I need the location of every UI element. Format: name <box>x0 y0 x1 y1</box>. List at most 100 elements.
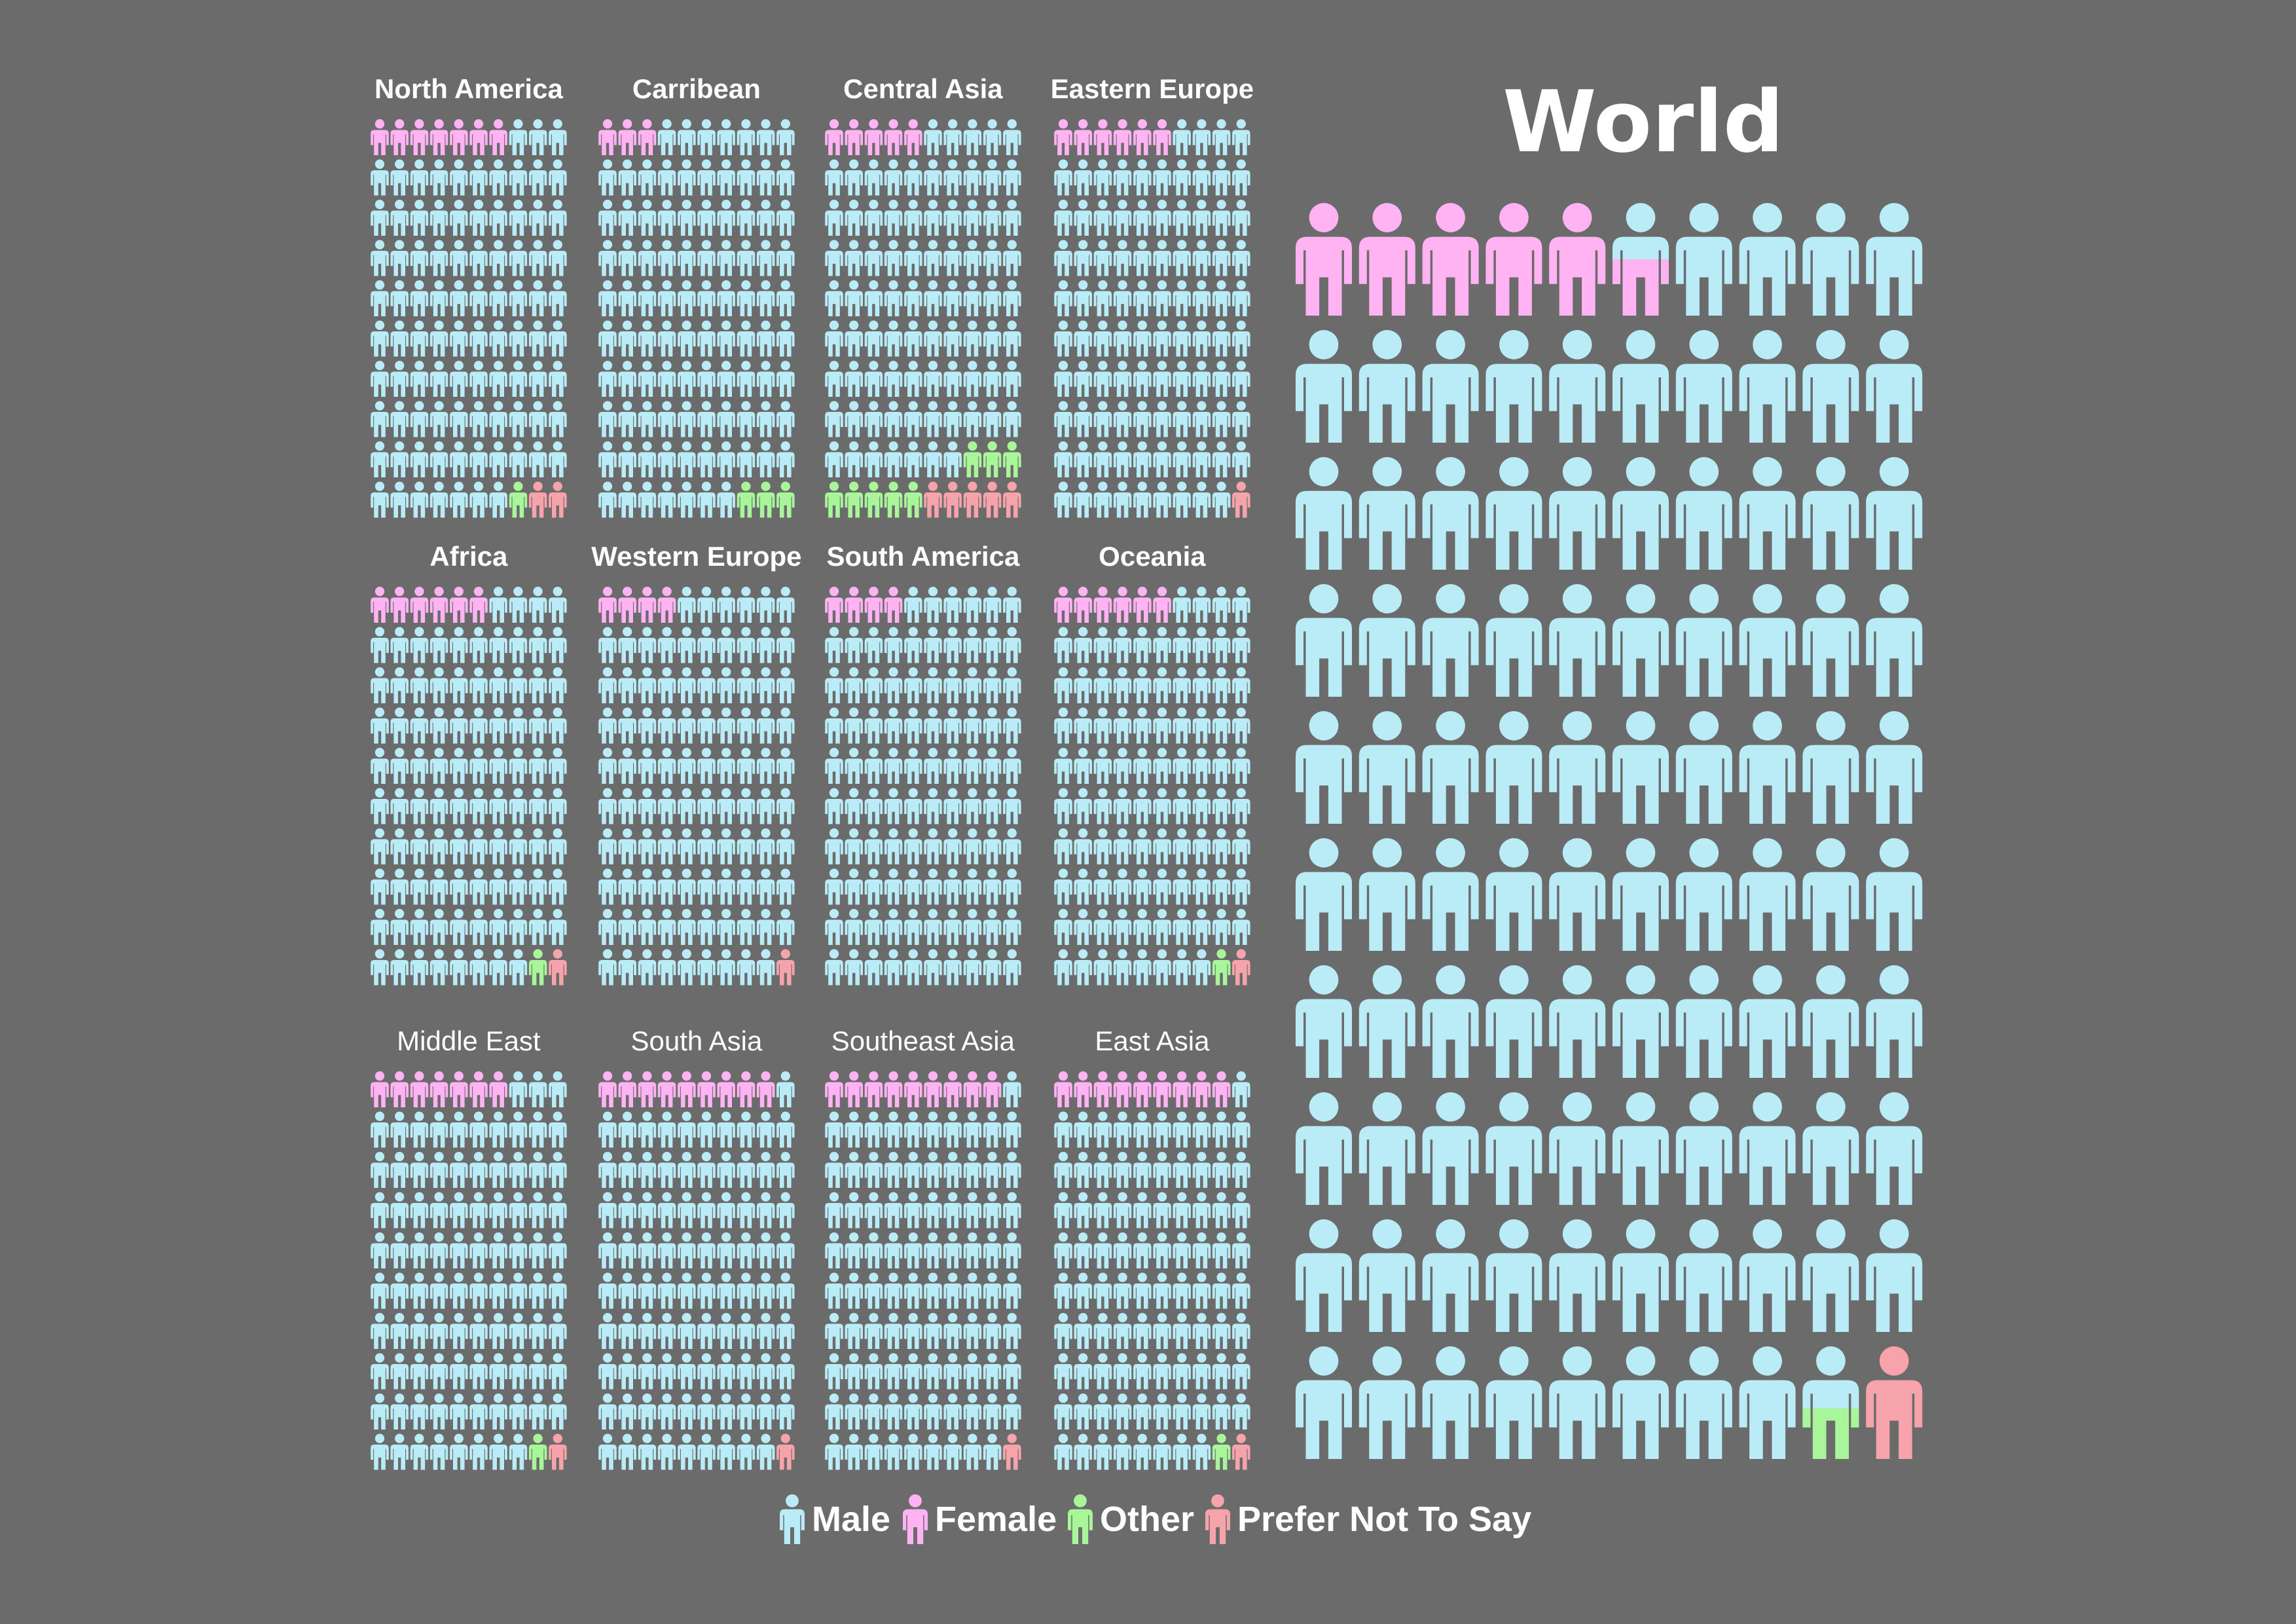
person-icon <box>884 1192 903 1228</box>
person-icon <box>469 1111 488 1148</box>
person-icon <box>717 401 735 437</box>
person-icon <box>845 441 863 477</box>
person-icon <box>371 707 389 744</box>
person-icon <box>469 119 488 155</box>
person-icon <box>1232 1192 1250 1228</box>
person-icon <box>1296 330 1352 443</box>
person-icon <box>717 1071 735 1107</box>
person-icon <box>638 280 657 316</box>
person-icon <box>429 627 448 663</box>
person-icon <box>657 159 676 196</box>
person-icon <box>638 748 657 784</box>
person-icon <box>924 1313 942 1349</box>
person-icon <box>717 240 735 276</box>
person-icon <box>1074 1433 1092 1470</box>
person-icon <box>1192 1152 1211 1188</box>
person-icon <box>737 707 756 744</box>
person-icon <box>825 667 843 703</box>
person-icon <box>1358 584 1415 697</box>
person-icon <box>1192 1433 1211 1470</box>
person-icon <box>1133 627 1152 663</box>
person-icon <box>924 1272 942 1309</box>
person-icon <box>549 1111 567 1148</box>
person-icon <box>638 240 657 276</box>
person-icon <box>410 1433 429 1470</box>
person-icon <box>1212 200 1231 236</box>
person-icon <box>1173 159 1191 196</box>
person-icon <box>1113 587 1132 623</box>
person-icon <box>1003 481 1021 518</box>
person-icon <box>657 240 676 276</box>
person-icon <box>1173 909 1191 945</box>
person-icon <box>469 909 488 945</box>
person-icon <box>1054 1393 1072 1430</box>
person-icon <box>737 1313 756 1349</box>
person-icon <box>469 707 488 744</box>
person-icon <box>737 627 756 663</box>
person-icon <box>1739 1092 1796 1205</box>
person-icon <box>549 748 567 784</box>
person-icon <box>1232 1071 1250 1107</box>
person-icon <box>598 748 617 784</box>
person-icon <box>884 280 903 316</box>
person-icon <box>1113 1071 1132 1107</box>
person-icon <box>825 1313 843 1349</box>
person-icon <box>1153 828 1171 864</box>
person-icon <box>1739 965 1796 1078</box>
person-icon <box>1054 401 1072 437</box>
person-icon <box>1113 240 1132 276</box>
person-icon <box>618 401 636 437</box>
person-icon <box>1074 1232 1092 1268</box>
person-icon <box>1054 280 1072 316</box>
person-icon <box>509 1353 528 1390</box>
person-icon <box>737 240 756 276</box>
person-icon <box>549 240 567 276</box>
person-icon <box>1212 401 1231 437</box>
person-icon <box>598 1152 617 1188</box>
person-icon <box>983 1111 1002 1148</box>
person-icon <box>410 240 429 276</box>
person-icon <box>904 1071 922 1107</box>
person-icon <box>678 828 696 864</box>
person-icon <box>1054 481 1072 518</box>
person-icon <box>429 320 448 357</box>
person-icon <box>598 1192 617 1228</box>
person-icon <box>776 1393 795 1430</box>
person-icon <box>1358 1219 1415 1332</box>
person-icon <box>549 1272 567 1309</box>
person-icon <box>825 909 843 945</box>
person-icon <box>1613 457 1669 570</box>
person-icon <box>717 587 735 623</box>
person-icon <box>509 587 528 623</box>
person-icon <box>756 667 775 703</box>
person-icon <box>618 1353 636 1390</box>
person-icon <box>904 868 922 905</box>
person-icon <box>904 1433 922 1470</box>
person-icon <box>697 627 716 663</box>
person-icon <box>1212 587 1231 623</box>
person-icon <box>884 1393 903 1430</box>
person-icon <box>549 868 567 905</box>
person-icon <box>1003 361 1021 397</box>
person-icon <box>1866 965 1923 1078</box>
person-icon <box>1054 587 1072 623</box>
person-icon <box>884 119 903 155</box>
person-icon <box>1212 159 1231 196</box>
person-icon <box>678 320 696 357</box>
person-icon <box>1003 1433 1021 1470</box>
person-icon <box>697 159 716 196</box>
person-icon <box>390 240 409 276</box>
person-icon <box>1549 1092 1606 1205</box>
person-icon <box>845 909 863 945</box>
person-icon <box>776 1152 795 1188</box>
person-icon <box>638 949 657 986</box>
person-icon <box>638 707 657 744</box>
legend-item: Male <box>779 1493 890 1545</box>
person-icon <box>825 868 843 905</box>
person-icon <box>657 1313 676 1349</box>
person-icon <box>1074 667 1092 703</box>
person-icon <box>943 707 962 744</box>
person-icon <box>638 1353 657 1390</box>
person-icon <box>1232 1353 1250 1390</box>
person-icon <box>618 1393 636 1430</box>
